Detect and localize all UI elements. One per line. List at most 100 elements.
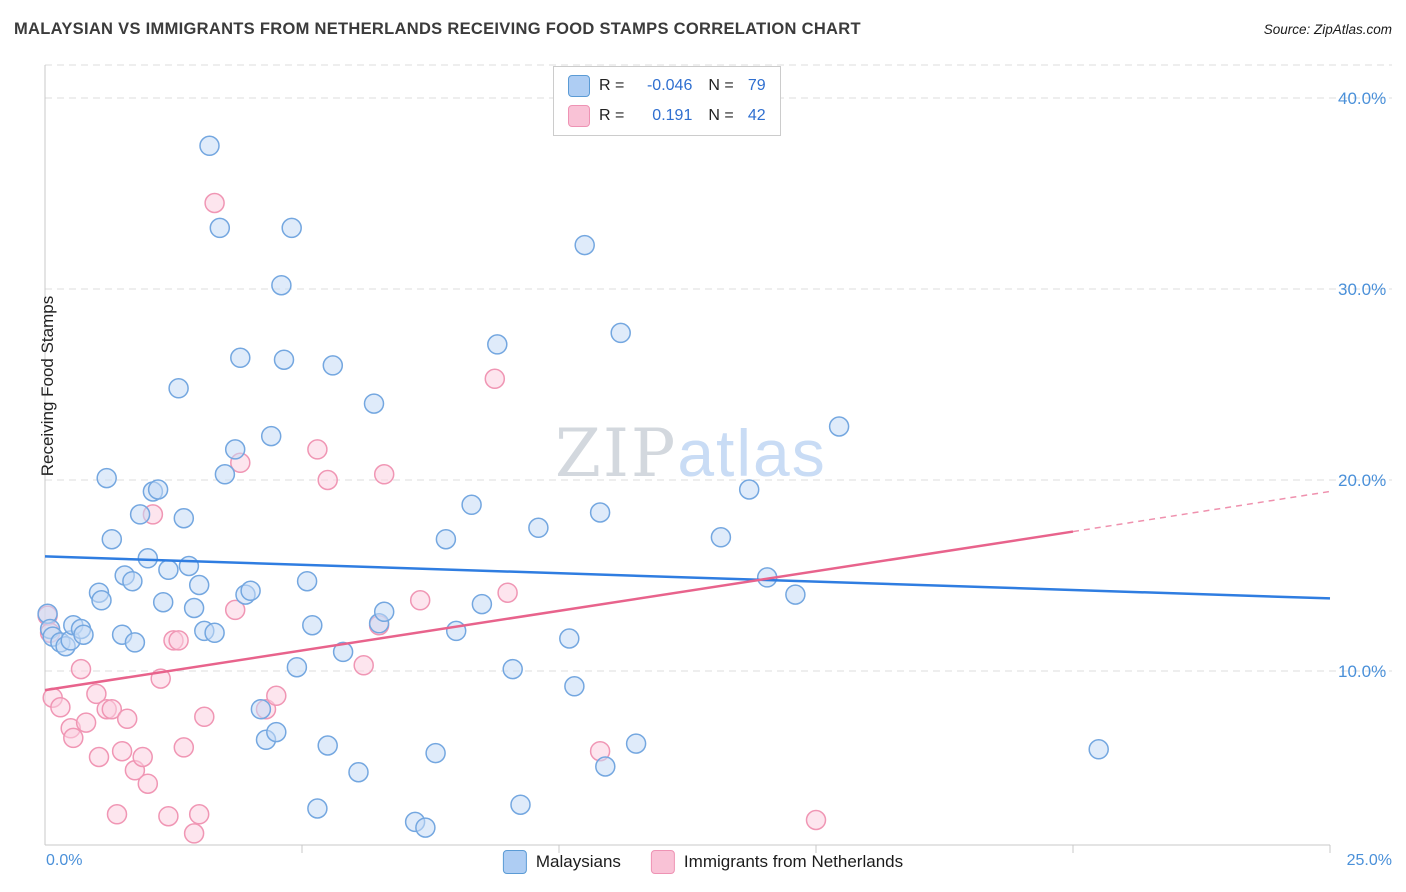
data-point-immigrants-from-netherlands <box>266 685 287 707</box>
data-point-malaysians <box>91 590 112 611</box>
data-point-malaysians <box>240 580 261 602</box>
data-point-malaysians <box>230 347 251 369</box>
data-point-malaysians <box>188 574 210 596</box>
data-point-malaysians <box>204 622 225 644</box>
data-point-malaysians <box>178 555 200 577</box>
data-point-malaysians <box>322 355 344 376</box>
data-point-malaysians <box>273 349 295 370</box>
data-point-immigrants-from-netherlands <box>317 469 338 491</box>
data-point-malaysians <box>173 507 195 529</box>
legend-label-netherlands: Immigrants from Netherlands <box>683 852 904 871</box>
data-point-malaysians <box>152 591 174 613</box>
series-legend: Malaysians Immigrants from Netherlands <box>502 850 904 874</box>
data-point-immigrants-from-netherlands <box>137 773 159 794</box>
data-point-immigrants-from-netherlands <box>70 658 92 680</box>
data-point-immigrants-from-netherlands <box>158 805 179 827</box>
data-point-malaysians <box>445 620 467 642</box>
data-point-malaysians <box>564 676 585 697</box>
source-credit: Source: ZipAtlas.com <box>1263 22 1392 37</box>
trend-line-dashed <box>1072 490 1331 533</box>
n-value-malaysians: 79 <box>747 77 766 94</box>
data-point-malaysians <box>96 467 117 489</box>
data-point-immigrants-from-netherlands <box>63 727 84 749</box>
data-point-malaysians <box>332 641 354 663</box>
data-point-malaysians <box>595 756 616 777</box>
page-title: MALAYSIAN VS IMMIGRANTS FROM NETHERLANDS… <box>14 20 861 38</box>
data-point-immigrants-from-netherlands <box>111 740 133 762</box>
data-point-malaysians <box>559 628 580 649</box>
data-point-immigrants-from-netherlands <box>106 804 128 825</box>
n-label: N = <box>708 107 734 124</box>
legend-row-malaysians: R = -0.046 N = 79 <box>568 75 766 97</box>
netherlands-swatch-icon <box>568 105 590 127</box>
data-point-malaysians <box>266 721 287 743</box>
data-point-malaysians <box>281 217 302 239</box>
legend-row-netherlands: R = 0.191 N = 42 <box>568 105 766 127</box>
data-point-malaysians <box>296 570 318 592</box>
data-point-malaysians <box>415 817 436 838</box>
r-value-netherlands: 0.191 <box>652 107 693 124</box>
r-label: R = <box>599 107 625 124</box>
data-point-malaysians <box>435 528 457 550</box>
trend-line-malaysians <box>44 555 1331 600</box>
data-point-malaysians <box>260 425 282 447</box>
data-point-malaysians <box>302 614 323 636</box>
data-point-malaysians <box>461 494 482 516</box>
data-point-malaysians <box>785 584 806 605</box>
data-point-immigrants-from-netherlands <box>188 804 210 825</box>
data-point-malaysians <box>199 135 220 157</box>
data-point-malaysians <box>158 559 179 581</box>
x-axis-max-label: 25.0% <box>1346 852 1392 869</box>
data-point-malaysians <box>101 528 123 550</box>
data-point-immigrants-from-netherlands <box>116 708 138 730</box>
r-label: R = <box>599 77 625 94</box>
data-point-immigrants-from-netherlands <box>204 192 225 214</box>
data-point-malaysians <box>828 416 850 437</box>
data-point-malaysians <box>425 742 446 764</box>
data-point-immigrants-from-netherlands <box>497 582 518 603</box>
data-point-malaysians <box>224 439 246 460</box>
correlation-legend-box: R = -0.046 N = 79 R = 0.191 N = 42 <box>553 66 781 136</box>
data-point-malaysians <box>625 733 647 754</box>
r-value-malaysians: -0.046 <box>646 77 693 94</box>
data-point-immigrants-from-netherlands <box>75 712 97 733</box>
y-tick-label: 40.0% <box>1338 89 1386 108</box>
data-point-malaysians <box>183 597 205 619</box>
data-point-malaysians <box>610 322 631 344</box>
y-tick-label: 30.0% <box>1338 280 1386 299</box>
data-point-immigrants-from-netherlands <box>50 697 71 718</box>
data-point-malaysians <box>710 527 732 548</box>
data-point-malaysians <box>317 735 338 756</box>
malaysians-swatch-icon <box>502 850 527 874</box>
n-value-netherlands: 42 <box>747 107 766 124</box>
data-point-immigrants-from-netherlands <box>86 683 107 705</box>
data-point-malaysians <box>168 378 189 399</box>
data-point-immigrants-from-netherlands <box>168 630 189 651</box>
data-point-immigrants-from-netherlands <box>373 464 395 485</box>
data-point-malaysians <box>1088 739 1109 760</box>
y-tick-label: 10.0% <box>1338 662 1386 681</box>
data-point-immigrants-from-netherlands <box>88 746 110 768</box>
malaysians-swatch-icon <box>568 75 590 97</box>
data-point-malaysians <box>502 658 523 680</box>
data-point-immigrants-from-netherlands <box>409 590 431 611</box>
data-point-malaysians <box>209 217 231 239</box>
data-point-malaysians <box>124 632 146 653</box>
data-point-immigrants-from-netherlands <box>183 823 205 844</box>
legend-item-malaysians: Malaysians <box>502 850 621 874</box>
data-point-malaysians <box>147 479 169 500</box>
data-point-malaysians <box>348 761 369 783</box>
netherlands-swatch-icon <box>650 850 675 874</box>
data-point-immigrants-from-netherlands <box>132 746 153 768</box>
data-point-immigrants-from-netherlands <box>173 737 195 758</box>
data-point-malaysians <box>528 517 549 539</box>
data-point-immigrants-from-netherlands <box>194 706 215 728</box>
data-point-malaysians <box>73 624 94 645</box>
data-point-immigrants-from-netherlands <box>484 368 506 390</box>
y-axis-title: Receiving Food Stamps <box>38 295 57 477</box>
data-point-malaysians <box>214 464 236 485</box>
trend-line-immigrants-from-netherlands <box>44 530 1074 692</box>
data-point-immigrants-from-netherlands <box>101 698 123 720</box>
data-point-malaysians <box>307 798 328 819</box>
